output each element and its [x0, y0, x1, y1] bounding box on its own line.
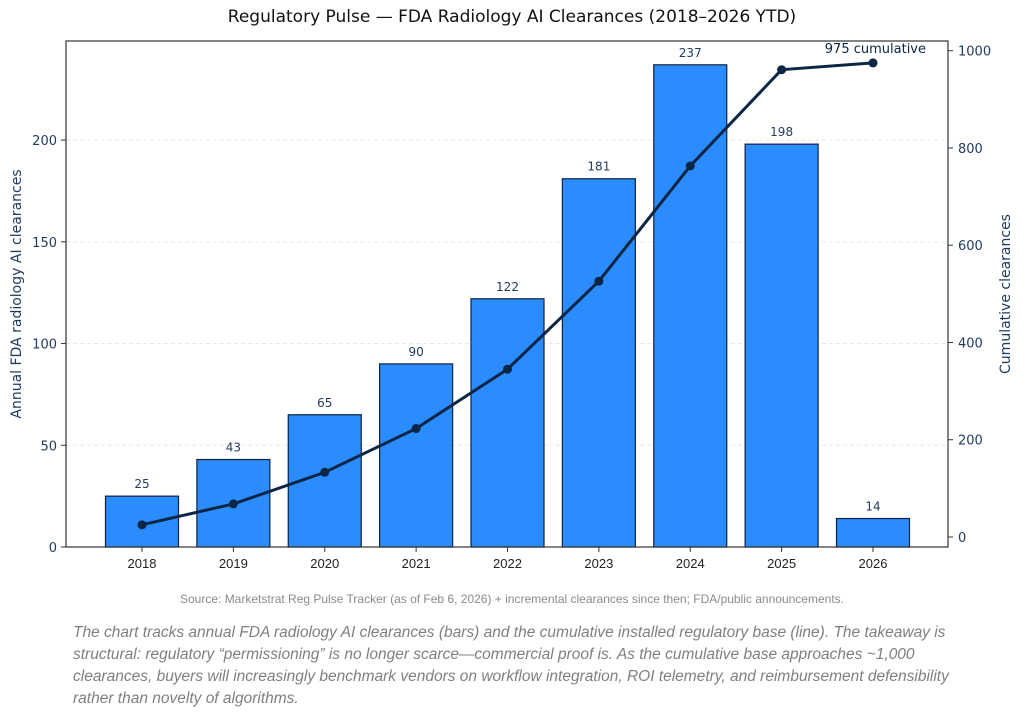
bar-data-label: 237	[679, 46, 702, 60]
bar-data-label: 14	[865, 500, 880, 514]
right-tick-label: 400	[958, 336, 983, 351]
bar-data-label: 43	[226, 441, 241, 455]
left-tick-label: 50	[40, 439, 57, 454]
x-tick-label: 2018	[128, 556, 157, 571]
right-tick-label: 0	[958, 531, 966, 546]
x-tick-label: 2019	[219, 556, 248, 571]
bar-data-label: 181	[587, 160, 610, 174]
left-tick-label: 0	[49, 541, 57, 556]
cumulative-point	[868, 58, 878, 68]
x-tick-label: 2020	[310, 556, 339, 571]
cumulative-point	[777, 65, 787, 75]
y-axis-label-right: Cumulative clearances	[998, 214, 1014, 374]
bar-data-label: 90	[408, 345, 423, 359]
left-axis-ticks: 0 50 100 150 200	[32, 134, 66, 556]
bar-data-label: 198	[770, 125, 793, 139]
right-tick-label: 600	[958, 239, 983, 254]
cumulative-point	[685, 161, 695, 171]
cumulative-line-group	[137, 58, 878, 530]
y-axis-label-left: Annual FDA radiology AI clearances	[9, 169, 25, 418]
bar	[835, 517, 911, 548]
x-tick-label: 2025	[767, 556, 796, 571]
source-note: Source: Marketstrat Reg Pulse Tracker (a…	[180, 592, 844, 606]
cumulative-point	[228, 499, 238, 509]
cumulative-point	[320, 467, 330, 477]
right-tick-label: 1000	[958, 45, 991, 60]
x-tick-label: 2022	[493, 556, 522, 571]
left-tick-label: 100	[32, 338, 57, 353]
bar	[470, 298, 545, 548]
left-tick-label: 200	[32, 134, 57, 149]
cumulative-annotation: 975 cumulative	[825, 42, 926, 57]
bar-data-label: 25	[134, 477, 149, 491]
right-axis-ticks: 0 200 400 600 800 1000	[948, 45, 991, 546]
cumulative-point	[594, 276, 604, 286]
cumulative-point	[137, 520, 147, 530]
bar-data-label: 65	[317, 396, 332, 410]
x-tick-label: 2023	[584, 556, 613, 571]
bar	[379, 363, 454, 548]
bar	[744, 143, 819, 548]
right-tick-label: 800	[958, 142, 983, 157]
bar-data-label: 122	[496, 280, 519, 294]
cumulative-point	[411, 424, 421, 434]
bar	[561, 178, 636, 548]
x-tick-label: 2021	[402, 556, 431, 571]
left-tick-label: 150	[32, 236, 57, 251]
right-tick-label: 200	[958, 434, 983, 449]
cumulative-point	[503, 364, 512, 374]
chart-title: Regulatory Pulse — FDA Radiology AI Clea…	[227, 7, 797, 27]
x-axis-ticks: 2018 2019 2020 2021 2022 2023 2024 2025 2026	[128, 547, 888, 571]
bar	[653, 64, 728, 548]
x-tick-label: 2026	[859, 556, 888, 571]
x-tick-label: 2024	[676, 556, 705, 571]
bar-data-labels: 25 43 65 90 122 181 237 198 14	[134, 46, 880, 514]
commentary-text: The chart tracks annual FDA radiology AI…	[73, 624, 949, 707]
